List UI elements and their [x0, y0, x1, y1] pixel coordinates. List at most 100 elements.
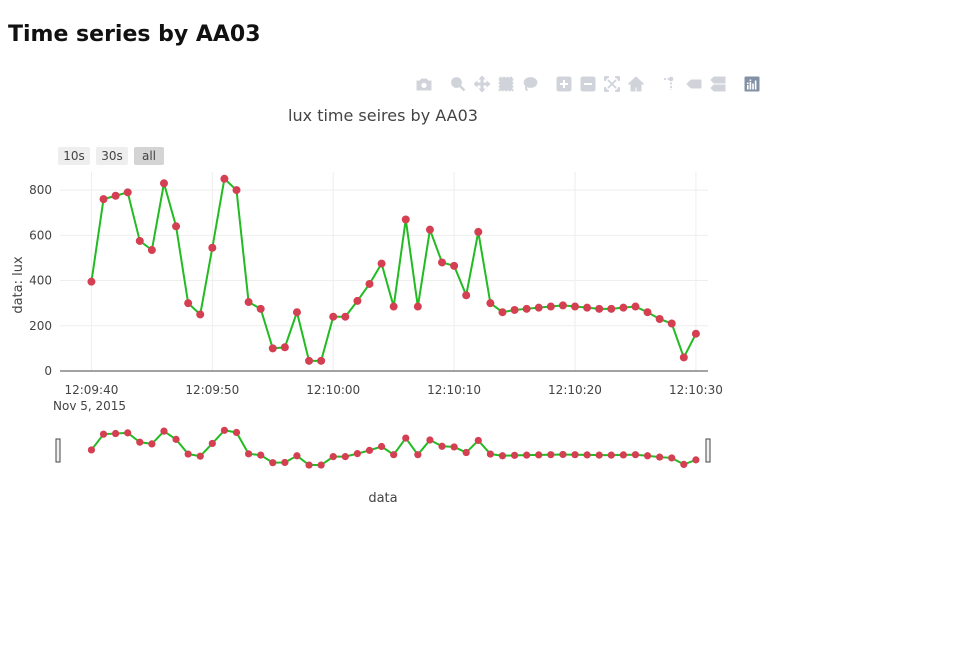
modebar [414, 74, 766, 94]
x-tick-label: 12:10:30 [669, 383, 723, 397]
x-axis-date-label: Nov 5, 2015 [53, 399, 126, 413]
range-slider-point [293, 452, 301, 460]
range-slider-point [523, 451, 531, 459]
data-point [99, 195, 108, 204]
zoom-icon[interactable] [448, 74, 468, 94]
data-point [425, 225, 434, 234]
data-point [595, 304, 604, 313]
chart-title: lux time seires by AA03 [288, 106, 478, 125]
range-button-all-label: all [142, 149, 156, 163]
y-tick-label: 800 [29, 183, 52, 197]
spike-lines-icon[interactable] [660, 74, 680, 94]
range-button-30s-label: 30s [101, 149, 123, 163]
range-slider-point [160, 427, 168, 435]
camera-icon[interactable] [414, 74, 434, 94]
range-slider-point [607, 451, 615, 459]
data-point [583, 303, 592, 312]
range-slider-point [281, 458, 289, 467]
y-axis-title: data: lux [11, 256, 26, 314]
zoom-in-icon[interactable] [554, 74, 574, 94]
range-slider-point [329, 453, 337, 461]
range-slider[interactable] [55, 426, 711, 469]
range-button-10s-label: 10s [63, 149, 85, 163]
data-point [365, 279, 374, 288]
data-point [208, 243, 217, 252]
range-slider-point [595, 451, 603, 459]
data-point [510, 305, 519, 314]
data-point [184, 299, 193, 308]
x-tick-label: 12:09:40 [64, 383, 118, 397]
data-point [389, 302, 398, 311]
range-slider-handle-left[interactable] [55, 438, 61, 463]
range-slider-point [438, 442, 446, 450]
hover-compare-icon[interactable] [708, 74, 728, 94]
range-slider-point [426, 436, 434, 444]
range-slider-point [99, 430, 108, 438]
reset-axes-icon[interactable] [626, 74, 646, 94]
axes: 0 200 400 600 800 12:09:40 12:09:50 12:10:00 12:… [29, 183, 723, 397]
range-slider-point [631, 451, 640, 459]
main-plot-area[interactable] [87, 174, 700, 365]
x-axis-title: data [368, 491, 397, 506]
zoom-out-icon[interactable] [578, 74, 598, 94]
data-point [292, 308, 301, 317]
data-point [268, 344, 277, 353]
range-slider-point [402, 434, 410, 442]
range-slider-point [390, 451, 398, 459]
range-slider-point [269, 459, 277, 467]
data-point [147, 246, 156, 255]
range-slider-point [365, 446, 374, 454]
range-slider-point [486, 450, 494, 458]
data-point [413, 302, 422, 311]
y-tick-label: 200 [29, 319, 52, 333]
data-point [401, 215, 410, 224]
range-button-all-bg [134, 147, 164, 165]
range-button-10s[interactable]: 10s [58, 147, 90, 165]
range-slider-point [353, 450, 362, 458]
range-slider-handle-right[interactable] [705, 438, 711, 463]
data-point [498, 308, 507, 317]
range-selector: 10s 30s all [58, 147, 164, 165]
data-point [280, 343, 289, 352]
series-line [90, 176, 697, 362]
hover-closest-icon[interactable] [684, 74, 704, 94]
y-tick-label: 0 [44, 364, 52, 378]
range-button-30s[interactable]: 30s [96, 147, 128, 165]
range-button-all[interactable]: all [134, 147, 164, 165]
data-point [232, 186, 241, 195]
range-slider-point [341, 453, 349, 461]
autoscale-icon[interactable] [602, 74, 622, 94]
range-slider-point [535, 451, 543, 459]
data-point [317, 356, 326, 365]
data-point [522, 304, 531, 313]
data-point [462, 291, 471, 300]
range-slider-point [680, 460, 688, 469]
lasso-icon[interactable] [520, 74, 540, 94]
range-slider-point [498, 452, 507, 460]
data-point [619, 303, 628, 312]
data-point [329, 312, 338, 321]
data-point [244, 298, 253, 307]
data-point [450, 261, 459, 270]
data-point [558, 301, 567, 310]
range-slider-point [571, 451, 579, 459]
data-point [87, 277, 96, 286]
plotly-logo-icon[interactable] [742, 74, 762, 94]
data-point [305, 356, 314, 365]
x-tick-label: 12:10:00 [306, 383, 360, 397]
data-point [571, 302, 580, 311]
data-point [691, 329, 700, 338]
range-slider-point [692, 456, 700, 464]
range-slider-point [559, 450, 567, 459]
data-point [534, 303, 543, 312]
x-tick-label: 12:10:10 [427, 383, 481, 397]
data-point [172, 222, 181, 231]
x-tick-label: 12:09:50 [185, 383, 239, 397]
range-slider-point [450, 443, 458, 451]
box-select-icon[interactable] [496, 74, 516, 94]
range-slider-point [112, 429, 120, 438]
range-slider-point [208, 439, 216, 448]
pan-icon[interactable] [472, 74, 492, 94]
range-slider-point [643, 452, 652, 460]
range-slider-line [90, 429, 697, 467]
